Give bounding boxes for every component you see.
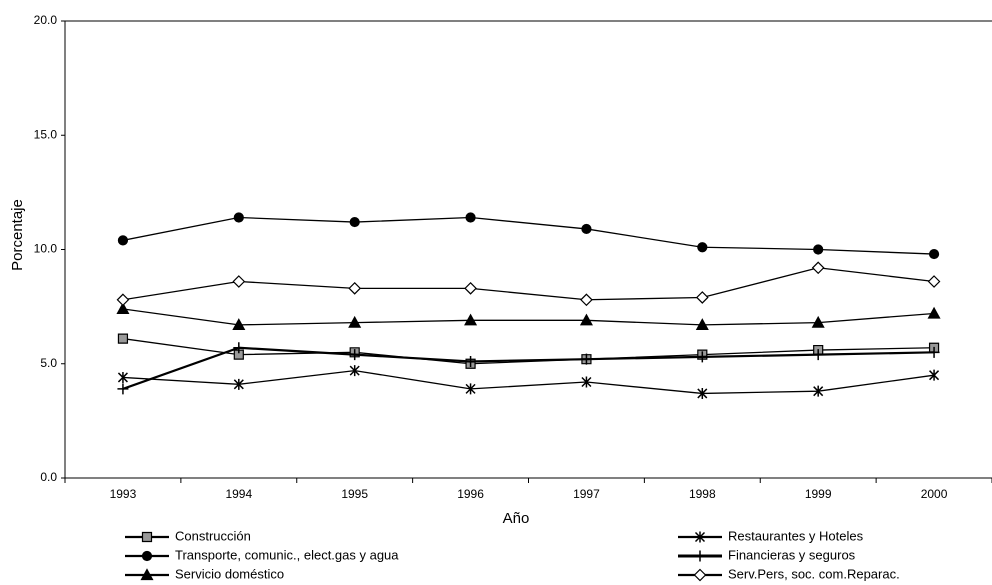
marker xyxy=(349,349,361,361)
marker xyxy=(232,318,246,331)
legend-marker xyxy=(694,550,706,562)
series-line xyxy=(122,369,935,395)
marker xyxy=(581,376,592,388)
marker xyxy=(233,378,244,390)
marker xyxy=(465,383,476,395)
x-tick-label: 1996 xyxy=(457,487,484,501)
marker xyxy=(464,281,477,295)
marker xyxy=(116,302,130,315)
legend-marker xyxy=(141,531,153,543)
x-axis-title: Año xyxy=(503,510,530,527)
marker xyxy=(811,315,825,328)
marker xyxy=(928,248,940,260)
marker xyxy=(465,355,477,367)
marker xyxy=(117,371,128,383)
legend-marker xyxy=(694,531,706,543)
marker xyxy=(581,223,592,235)
marker xyxy=(348,315,362,328)
x-tick-label: 2000 xyxy=(921,487,948,501)
marker xyxy=(580,353,592,365)
legend-marker xyxy=(141,550,153,562)
legend-text: Financieras y seguros xyxy=(728,547,856,562)
y-tick-label: 5.0 xyxy=(40,356,57,370)
marker xyxy=(349,216,360,228)
marker xyxy=(927,275,941,288)
marker xyxy=(927,306,941,319)
x-tick-label: 1994 xyxy=(225,487,252,501)
legend-marker xyxy=(140,568,154,581)
legend-text: Serv.Pers, soc. com.Reparac. xyxy=(728,566,900,581)
marker xyxy=(116,293,130,307)
marker xyxy=(117,333,129,344)
legend-text: Construcción xyxy=(175,528,251,543)
x-tick-label: 1993 xyxy=(110,487,137,501)
marker xyxy=(580,293,593,307)
x-tick-label: 1997 xyxy=(573,487,600,501)
x-tick-label: 1998 xyxy=(689,487,716,501)
marker xyxy=(233,342,245,354)
marker xyxy=(929,369,940,381)
series-line xyxy=(122,337,935,365)
marker xyxy=(695,291,709,304)
series-line xyxy=(122,308,935,326)
marker xyxy=(348,281,362,295)
marker xyxy=(117,383,129,395)
y-tick-label: 20.0 xyxy=(34,13,58,27)
marker xyxy=(696,351,708,363)
y-tick-label: 15.0 xyxy=(34,127,58,141)
marker xyxy=(117,235,129,246)
legend-marker xyxy=(693,568,707,582)
marker xyxy=(349,365,360,377)
marker xyxy=(697,242,708,253)
marker xyxy=(928,346,940,358)
y-axis-title: Porcentaje xyxy=(9,199,26,271)
marker xyxy=(233,212,244,223)
marker xyxy=(811,261,825,275)
series-line xyxy=(122,346,935,390)
y-tick-label: 0.0 xyxy=(40,470,57,484)
marker xyxy=(813,244,824,255)
series-line xyxy=(122,216,935,255)
marker xyxy=(813,385,824,397)
marker xyxy=(697,387,708,399)
marker xyxy=(695,318,709,331)
legend-text: Transporte, comunic., elect.gas y agua xyxy=(175,547,399,562)
marker xyxy=(465,212,476,223)
legend-text: Restaurantes y Hoteles xyxy=(728,528,864,543)
marker xyxy=(579,313,593,326)
x-tick-label: 1995 xyxy=(341,487,368,501)
x-tick-label: 1999 xyxy=(805,487,832,501)
marker xyxy=(812,349,824,361)
series-line xyxy=(122,267,935,301)
marker xyxy=(233,349,244,360)
legend-text: Servicio doméstico xyxy=(175,566,284,581)
y-tick-label: 10.0 xyxy=(34,242,58,256)
marker xyxy=(464,313,478,326)
marker xyxy=(232,275,246,288)
